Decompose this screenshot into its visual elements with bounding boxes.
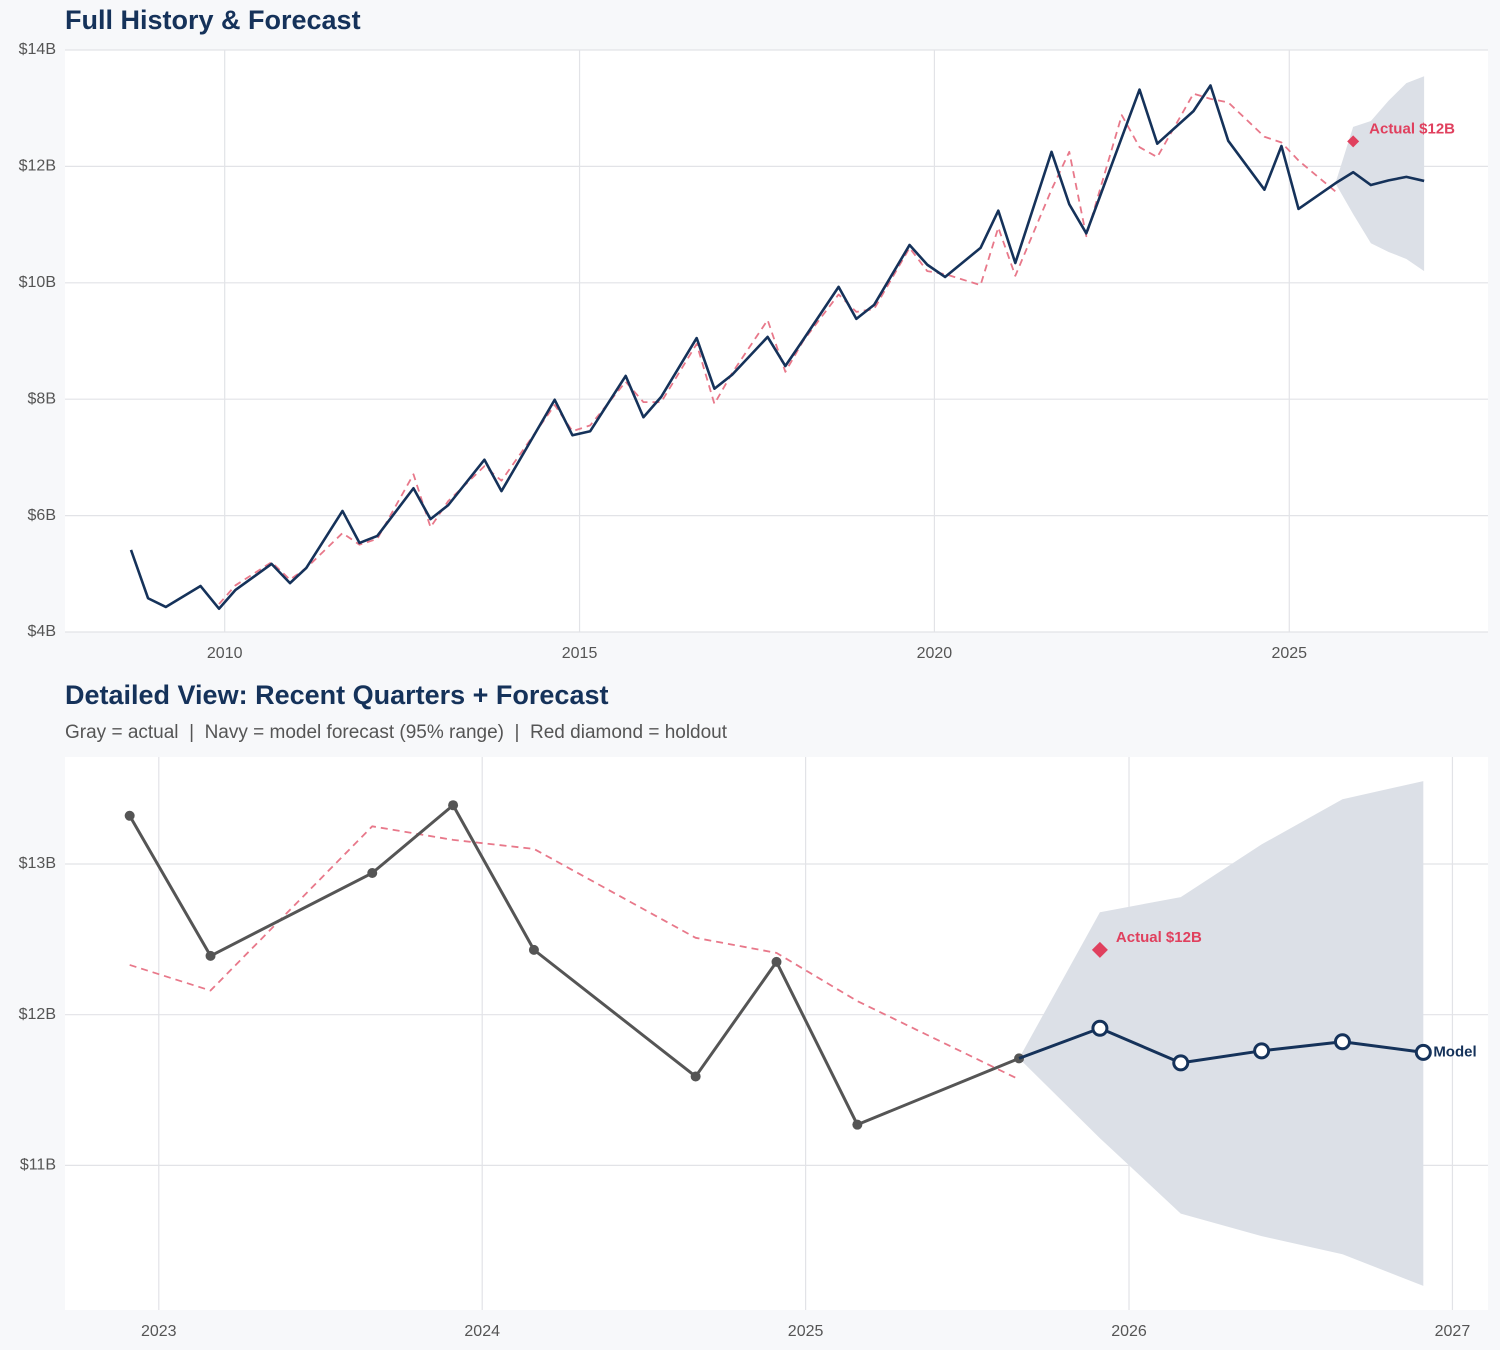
data-point	[528, 944, 539, 955]
holdout-label: Actual $12B	[1369, 120, 1455, 137]
y-tick-label: $6B	[28, 507, 56, 524]
data-point	[1333, 1033, 1351, 1051]
data-point	[1172, 1054, 1190, 1072]
x-tick-label: 2026	[1111, 1323, 1147, 1340]
x-tick-label: 2020	[917, 645, 953, 662]
forecast-band	[1019, 781, 1424, 1286]
y-tick-label: $11B	[20, 1157, 56, 1174]
y-tick-label: $8B	[28, 390, 56, 407]
y-tick-label: $12B	[19, 158, 56, 175]
forecast-band	[1335, 76, 1425, 272]
data-point	[124, 810, 135, 821]
y-tick-label: $12B	[19, 1006, 56, 1023]
series-line	[129, 84, 1425, 611]
chart-title: Full History & Forecast	[65, 5, 361, 35]
data-point	[771, 956, 782, 967]
data-point	[205, 950, 216, 961]
x-tick-label: 2025	[1271, 645, 1307, 662]
x-tick-label: 2023	[141, 1323, 177, 1340]
y-tick-label: $14B	[19, 41, 56, 58]
data-point	[1091, 1019, 1109, 1037]
plot-area	[65, 50, 1488, 632]
data-point	[448, 800, 459, 811]
x-tick-label: 2010	[207, 645, 243, 662]
data-point	[852, 1119, 863, 1130]
series-line	[129, 825, 1020, 1081]
data-point	[1253, 1042, 1271, 1060]
x-tick-label: 2024	[464, 1323, 500, 1340]
data-point	[1414, 1043, 1432, 1061]
series-label: Model	[1433, 1043, 1476, 1060]
chart-title: Detailed View: Recent Quarters + Forecas…	[65, 680, 608, 710]
x-tick-label: 2015	[562, 645, 598, 662]
holdout-marker	[1091, 941, 1108, 958]
x-tick-label: 2025	[788, 1323, 824, 1340]
connector	[1018, 1026, 1101, 1060]
y-tick-label: $4B	[28, 623, 56, 640]
data-point	[690, 1071, 701, 1082]
series-line	[218, 92, 1336, 605]
holdout-label: Actual $12B	[1116, 929, 1202, 946]
chart-subtitle: Gray = actual | Navy = model forecast (9…	[65, 722, 728, 743]
x-tick-label: 2027	[1435, 1323, 1471, 1340]
y-tick-label: $13B	[19, 855, 56, 872]
y-tick-label: $10B	[19, 274, 56, 291]
holdout-marker	[1347, 135, 1360, 148]
data-point	[367, 868, 378, 879]
